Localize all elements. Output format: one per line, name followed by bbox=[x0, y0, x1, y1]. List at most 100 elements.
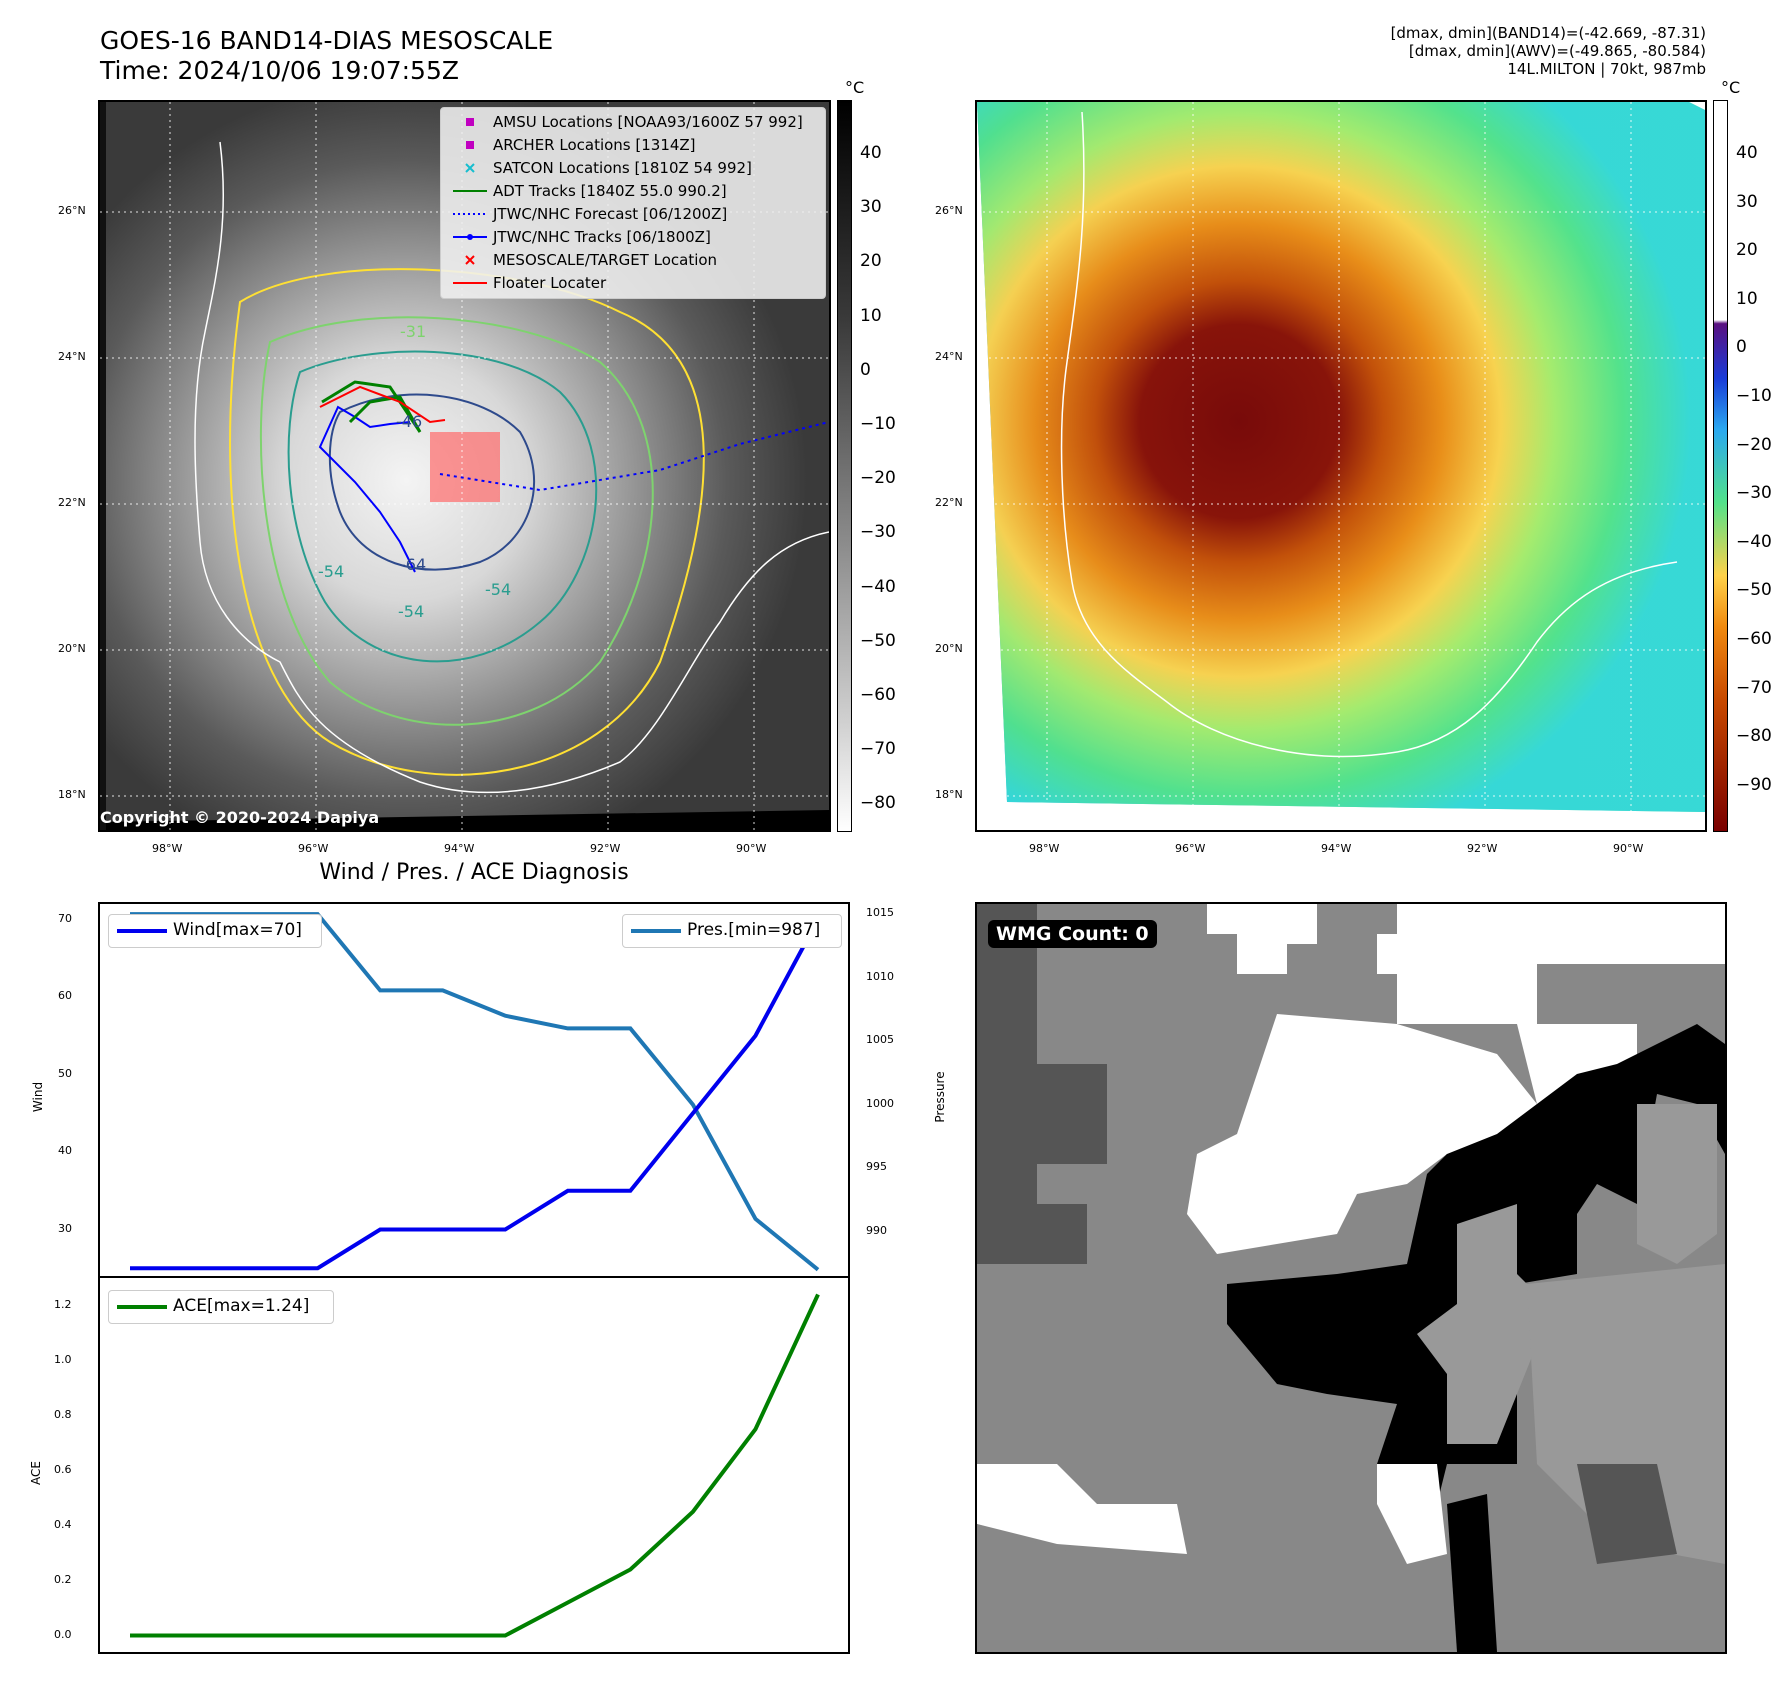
wind-pressure-plot bbox=[98, 902, 850, 1278]
wind-pressure-svg bbox=[130, 912, 820, 1272]
ir-colorbar-tick: −10 bbox=[860, 414, 896, 434]
lon-tick-label: 94°W bbox=[444, 842, 475, 855]
contour-label: -54 bbox=[398, 602, 425, 621]
awv-colorbar-tick: −10 bbox=[1736, 386, 1772, 406]
legend-label: JTWC/NHC Tracks [06/1800Z] bbox=[493, 228, 711, 246]
ace-y-tick: 0.6 bbox=[54, 1462, 72, 1476]
ir-colorbar-tick: −50 bbox=[860, 630, 896, 651]
pressure-y-tick: 1015 bbox=[866, 906, 894, 920]
legend-label: AMSU Locations [NOAA93/1600Z 57 992] bbox=[493, 113, 803, 131]
wmg-panel bbox=[975, 902, 1727, 1654]
wind-legend: Wind[max=70] bbox=[108, 914, 322, 948]
pressure-legend-line bbox=[631, 929, 681, 933]
ace-svg bbox=[130, 1293, 820, 1638]
ir-colorbar-tick: 20 bbox=[860, 251, 882, 272]
lon-tick-label: 94°W bbox=[1321, 842, 1352, 855]
solid-line-icon bbox=[453, 282, 487, 284]
pressure-legend-label: Pres.[min=987] bbox=[687, 920, 821, 940]
awv-map-image bbox=[977, 102, 1705, 830]
awv-colorbar-tick: −30 bbox=[1736, 483, 1772, 504]
legend-label: JTWC/NHC Forecast [06/1200Z] bbox=[493, 205, 728, 223]
observed-track bbox=[318, 405, 416, 573]
title-line-2: Time: 2024/10/06 19:07:55Z bbox=[100, 56, 459, 85]
info-block: [dmax, dmin](BAND14)=(-42.669, -87.31) [… bbox=[1106, 24, 1706, 78]
legend-item: ADT Tracks [1840Z 55.0 990.2] bbox=[441, 180, 825, 202]
ace-legend: ACE[max=1.24] bbox=[108, 1290, 334, 1324]
wind-y-tick: 30 bbox=[58, 1221, 72, 1235]
contour-label: -54 bbox=[318, 562, 345, 581]
wind-series-line bbox=[130, 918, 820, 1271]
wind-y-tick: 40 bbox=[58, 1144, 72, 1157]
awv-colorbar bbox=[1713, 100, 1728, 832]
x-marker-icon bbox=[465, 255, 475, 265]
awv-colorbar-tick: 10 bbox=[1736, 288, 1758, 309]
lat-tick-label: 20°N bbox=[58, 642, 86, 655]
lat-tick-label: 18°N bbox=[935, 788, 963, 801]
ace-y-tick: 1.2 bbox=[54, 1297, 72, 1311]
contour-label: -46 bbox=[396, 412, 423, 431]
contour-mid bbox=[259, 316, 654, 726]
legend-label: Floater Locater bbox=[493, 274, 607, 292]
lat-tick-label: 20°N bbox=[935, 642, 963, 655]
ace-axis-label: ACE bbox=[29, 1461, 43, 1485]
adt-track bbox=[321, 380, 422, 433]
copyright-text: Copyright © 2020-2024 Dapiya bbox=[100, 808, 380, 827]
lat-tick-label: 24°N bbox=[935, 350, 963, 363]
title-line-1: GOES-16 BAND14-DIAS MESOSCALE bbox=[100, 26, 554, 55]
dotted-line-icon bbox=[453, 213, 487, 215]
ir-colorbar-tick: 10 bbox=[860, 305, 882, 326]
lon-tick-label: 98°W bbox=[152, 842, 183, 855]
ir-colorbar-tick: −70 bbox=[860, 739, 896, 760]
legend-label: ADT Tracks [1840Z 55.0 990.2] bbox=[493, 182, 727, 200]
pressure-axis-label: Pressure bbox=[933, 1071, 947, 1123]
lat-tick-label: 22°N bbox=[58, 496, 86, 509]
info-line-3: 14L.MILTON | 70kt, 987mb bbox=[1507, 60, 1706, 78]
ir-colorbar-unit: °C bbox=[845, 78, 865, 97]
ace-y-tick: 1.0 bbox=[54, 1352, 72, 1366]
pressure-y-tick: 1000 bbox=[866, 1096, 894, 1110]
awv-colorbar-tick: −40 bbox=[1736, 531, 1772, 552]
legend-item: JTWC/NHC Forecast [06/1200Z] bbox=[441, 203, 825, 225]
ace-y-tick: 0.4 bbox=[54, 1517, 72, 1531]
ace-legend-line bbox=[117, 1305, 167, 1309]
lon-tick-label: 98°W bbox=[1029, 842, 1060, 855]
ir-colorbar-tick: −80 bbox=[860, 793, 896, 814]
forecast-track bbox=[439, 421, 829, 492]
pressure-legend: Pres.[min=987] bbox=[622, 914, 842, 948]
awv-colorbar-tick: −90 bbox=[1736, 774, 1772, 795]
line-dot-icon bbox=[453, 234, 487, 240]
awv-colorbar-unit: °C bbox=[1721, 78, 1741, 97]
square-marker-icon bbox=[466, 141, 474, 149]
contour-core bbox=[328, 393, 535, 571]
wmg-count-badge: WMG Count: 0 bbox=[988, 920, 1157, 948]
awv-colorbar-tick: 30 bbox=[1736, 191, 1758, 212]
floater-box bbox=[430, 432, 500, 502]
wind-y-tick: 60 bbox=[58, 989, 72, 1002]
x-marker-icon bbox=[465, 163, 475, 173]
lon-tick-label: 90°W bbox=[736, 842, 767, 855]
awv-colorbar-tick: 20 bbox=[1736, 240, 1758, 261]
awv-colorbar-tick: −50 bbox=[1736, 580, 1772, 601]
legend-item: ARCHER Locations [1314Z] bbox=[441, 134, 825, 156]
lon-tick-label: 90°W bbox=[1613, 842, 1644, 855]
lat-tick-label: 22°N bbox=[935, 496, 963, 509]
legend-item: Floater Locater bbox=[441, 272, 825, 294]
ace-y-tick: 0.0 bbox=[54, 1627, 72, 1641]
diagnosis-title: Wind / Pres. / ACE Diagnosis bbox=[319, 860, 629, 885]
ace-y-tick: 0.8 bbox=[54, 1407, 72, 1421]
ace-y-tick: 0.2 bbox=[54, 1572, 72, 1586]
ir-colorbar-tick: −30 bbox=[860, 522, 896, 543]
pressure-series-line bbox=[130, 912, 820, 1272]
contour-inner bbox=[287, 350, 598, 663]
floater-track bbox=[319, 385, 446, 424]
legend-label: ARCHER Locations [1314Z] bbox=[493, 136, 696, 154]
lat-tick-label: 24°N bbox=[58, 350, 86, 363]
awv-colorbar-tick: 40 bbox=[1736, 143, 1758, 163]
lon-tick-label: 92°W bbox=[1467, 842, 1498, 855]
lat-tick-label: 26°N bbox=[58, 204, 86, 217]
ace-series-line bbox=[130, 1293, 820, 1638]
ace-legend-label: ACE[max=1.24] bbox=[173, 1296, 310, 1316]
awv-colorbar-tick: −70 bbox=[1736, 677, 1772, 698]
ir-colorbar-tick: −20 bbox=[860, 468, 896, 489]
map-legend: AMSU Locations [NOAA93/1600Z 57 992] ARC… bbox=[440, 107, 826, 299]
